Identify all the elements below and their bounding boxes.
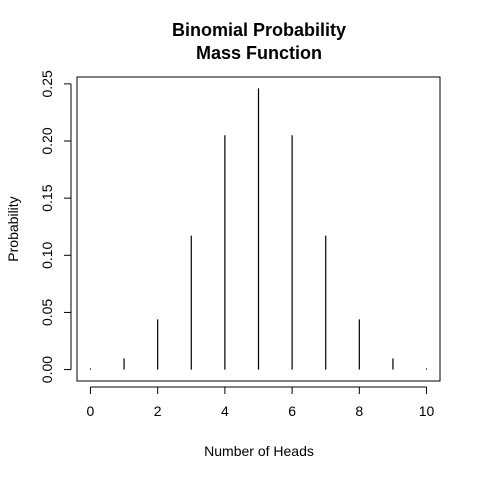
y-axis-label: Probability	[5, 196, 21, 261]
x-tick-label-6: 6	[288, 403, 296, 419]
chart-title-line-2: Mass Function	[196, 43, 322, 63]
y-axis: 0.00 0.05 0.10 0.15 0.20 0.25	[39, 70, 72, 383]
x-tick-label-8: 8	[355, 403, 363, 419]
y-tick-label-0.20: 0.20	[39, 127, 55, 154]
x-axis-label: Number of Heads	[204, 443, 314, 459]
chart-title-line-1: Binomial Probability	[172, 20, 346, 40]
x-tick-label-2: 2	[154, 403, 162, 419]
x-tick-label-4: 4	[221, 403, 229, 419]
bars-group	[89, 88, 428, 370]
y-tick-label-0.15: 0.15	[39, 184, 55, 211]
plot-frame	[76, 76, 441, 382]
x-tick-label-10: 10	[419, 403, 435, 419]
x-tick-label-0: 0	[87, 403, 95, 419]
y-tick-label-0.25: 0.25	[39, 70, 55, 97]
y-tick-label-0.05: 0.05	[39, 299, 55, 326]
x-axis: 0 2 4 6 8 10	[87, 386, 435, 419]
y-tick-label-0.00: 0.00	[39, 356, 55, 383]
y-tick-label-0.10: 0.10	[39, 241, 55, 268]
